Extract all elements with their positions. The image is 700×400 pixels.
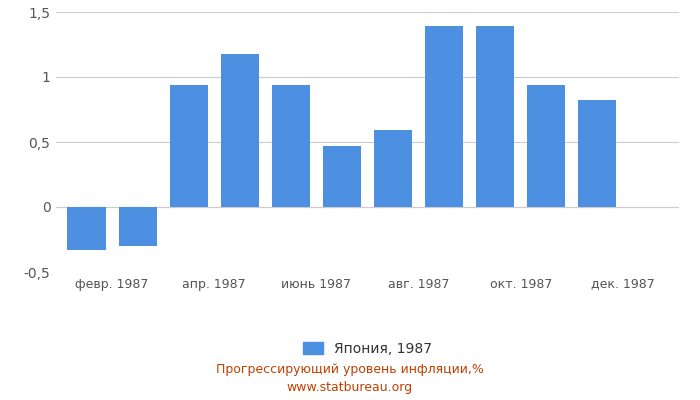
Bar (425, 26, 463, 207)
Bar (323, 146, 361, 207)
Bar (578, 100, 617, 207)
Bar (476, 26, 514, 207)
Bar (220, 54, 259, 207)
Text: www.statbureau.org: www.statbureau.org (287, 382, 413, 394)
Bar (374, 130, 412, 207)
Bar (67, 207, 106, 250)
Bar (118, 207, 157, 246)
Bar (527, 85, 566, 207)
Text: Прогрессирующий уровень инфляции,%: Прогрессирующий уровень инфляции,% (216, 364, 484, 376)
Bar (272, 85, 310, 207)
Legend: Япония, 1987: Япония, 1987 (297, 336, 438, 361)
Bar (169, 85, 208, 207)
